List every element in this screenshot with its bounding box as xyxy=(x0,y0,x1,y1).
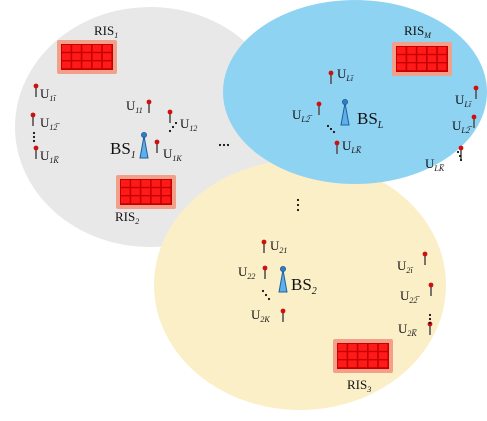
user-pin-icon xyxy=(316,101,322,115)
antenna-icon xyxy=(278,265,288,293)
user-label: U2K xyxy=(251,307,270,324)
user-layer xyxy=(30,70,479,335)
user-label: UL2̅ xyxy=(292,107,313,124)
ellipsis-dots xyxy=(296,198,300,212)
antenna-icon xyxy=(340,99,350,126)
user-pin-icon xyxy=(428,282,434,296)
user-label: U22 xyxy=(238,264,255,281)
user-label: U2ī xyxy=(397,258,413,275)
user-label: U2K̅ xyxy=(398,321,417,338)
ellipsis-dots xyxy=(456,150,463,162)
user-pin-icon xyxy=(458,145,464,159)
ris-label-3: RIS3 xyxy=(347,377,371,394)
user-label: U12 xyxy=(180,116,197,133)
antenna-icon xyxy=(139,131,149,159)
user-pin-icon xyxy=(334,140,340,154)
ellipsis-dots xyxy=(32,131,36,143)
user-label: ULK̅ xyxy=(425,156,445,173)
label-layer: BS1 BSL BS2 RIS1 RIS2 RISM RIS3 U11 U12 U1K U1ī U12… xyxy=(40,23,473,394)
user-label: U1K xyxy=(163,146,182,163)
user-pin-icon xyxy=(30,112,36,126)
cell-L xyxy=(223,0,487,184)
user-pin-icon xyxy=(262,265,268,279)
user-label: UL2̅ xyxy=(452,118,473,135)
bs-label-1: BS1 xyxy=(110,139,136,161)
ris-label-m: RISM xyxy=(404,23,432,40)
ellipsis-dots xyxy=(168,121,178,133)
ris-label-1: RIS1 xyxy=(94,23,118,40)
user-label: U1K̅ xyxy=(40,148,59,165)
ris-label-2: RIS2 xyxy=(115,209,139,226)
ellipsis-dots xyxy=(428,313,432,325)
user-label: U11 xyxy=(126,98,143,115)
user-label: ULī xyxy=(455,92,472,109)
user-label: U12̅ xyxy=(40,115,60,132)
user-pin-icon xyxy=(167,109,173,123)
user-label: U22̅ xyxy=(400,288,420,305)
ellipsis-dots xyxy=(326,124,336,134)
ellipsis-dots xyxy=(261,289,271,301)
ris-panel-1 xyxy=(57,40,117,74)
user-label: ULK̅ xyxy=(342,138,362,155)
bs-label-2: BS2 xyxy=(291,275,317,297)
user-pin-icon xyxy=(33,83,39,97)
user-pin-icon xyxy=(261,239,267,253)
user-label: ULī xyxy=(337,66,354,83)
ris-panel-m xyxy=(392,42,452,76)
ris-panel-2 xyxy=(116,175,176,209)
ris-layer xyxy=(57,40,452,373)
user-pin-icon xyxy=(473,85,479,99)
user-pin-icon xyxy=(471,114,477,128)
base-station-layer xyxy=(139,99,350,293)
user-pin-icon xyxy=(422,251,428,265)
bs-label-l: BSL xyxy=(357,109,384,131)
user-pin-icon xyxy=(146,99,152,113)
user-label: U21 xyxy=(270,238,287,255)
ellipsis-layer xyxy=(32,121,463,325)
ris-panel-3 xyxy=(333,339,393,373)
user-pin-icon xyxy=(328,70,334,84)
user-pin-icon xyxy=(33,145,39,159)
user-pin-icon xyxy=(280,308,286,322)
user-label: U1ī xyxy=(40,86,56,103)
user-pin-icon xyxy=(154,139,160,153)
ellipsis-dots xyxy=(218,143,230,147)
